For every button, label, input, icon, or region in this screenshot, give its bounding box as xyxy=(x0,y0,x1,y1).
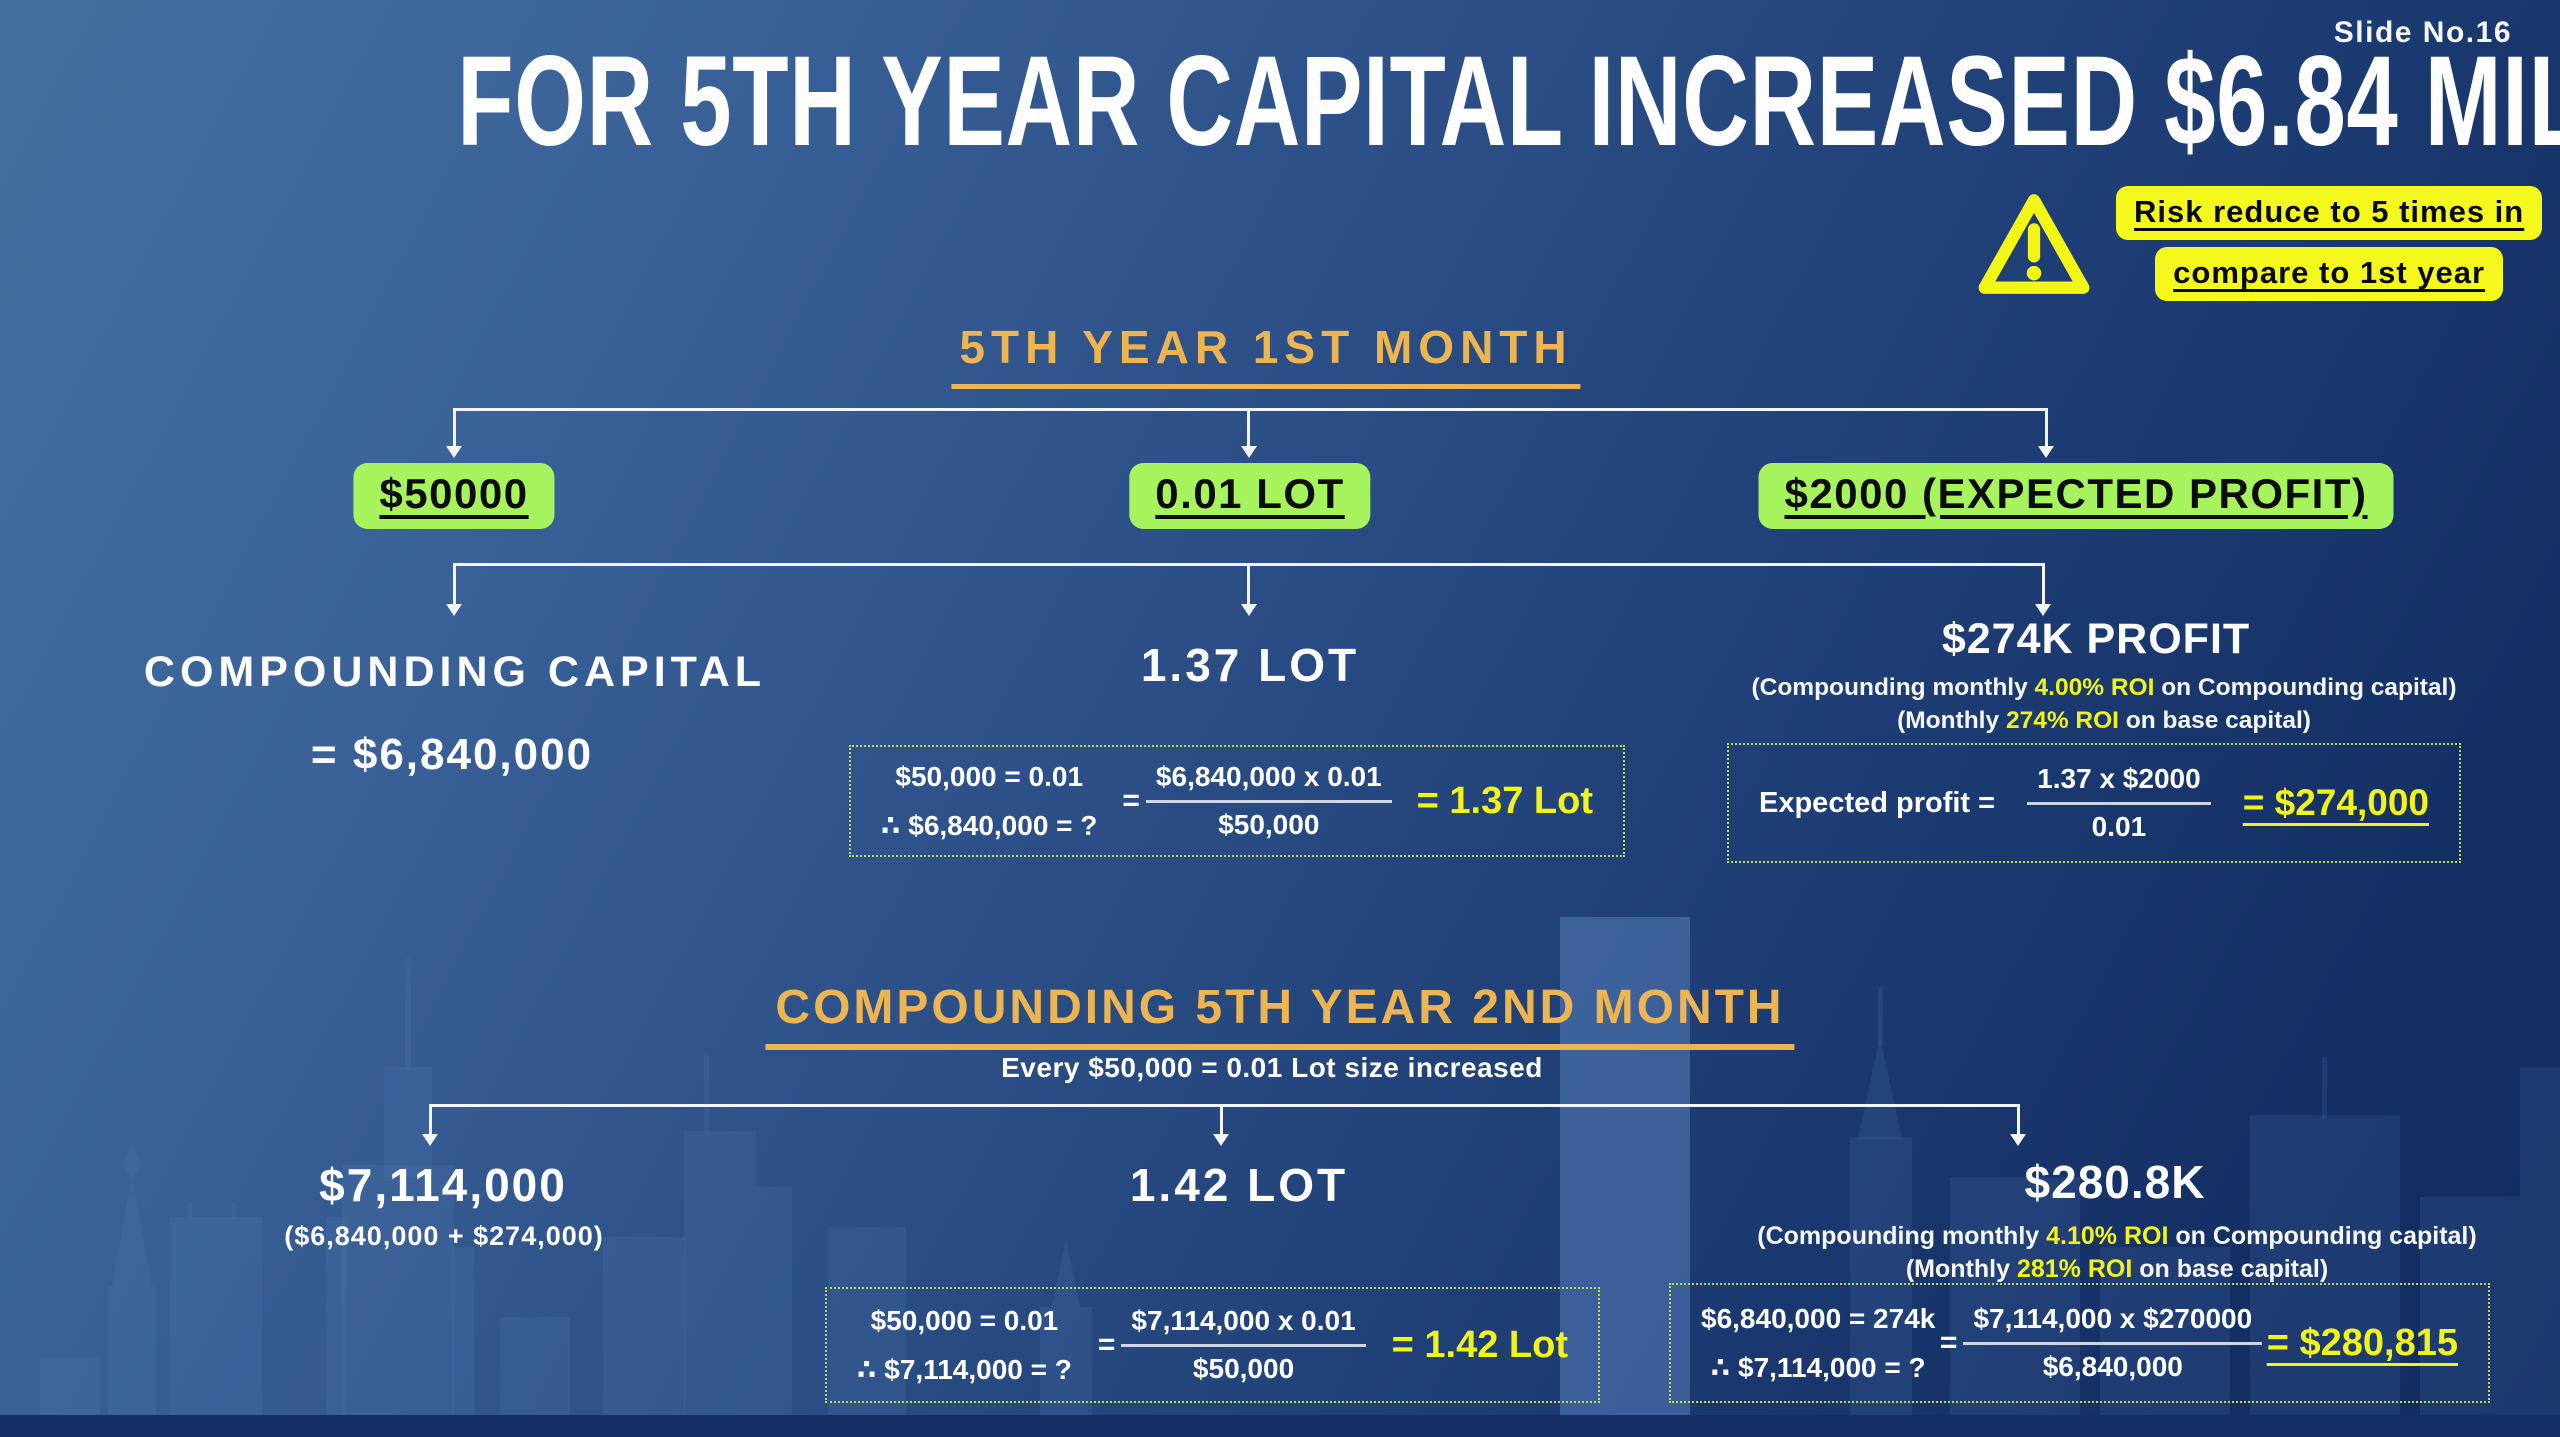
profit-formula-result-s2: = $280,815 xyxy=(2266,1321,2458,1364)
section1-heading: 5TH YEAR 1ST MONTH xyxy=(951,320,1581,389)
equals-sign: = xyxy=(1939,1326,1958,1359)
caption-text: (Compounding monthly xyxy=(1751,674,2035,701)
fraction-numerator: 1.37 x $2000 xyxy=(2027,763,2211,805)
lot-formula-fraction-s2: = $7,114,000 x 0.01 $50,000 xyxy=(1098,1305,1366,1385)
compounding-capital-label: COMPOUNDING CAPITAL xyxy=(143,648,767,696)
caption-text: (Monthly xyxy=(1905,1255,2017,1283)
tag-base-lot: 0.01 LOT xyxy=(1129,463,1371,529)
profit-formula-given-s2: $6,840,000 = 274k ∴ $7,114,000 = ? xyxy=(1701,1303,1935,1384)
fraction-denominator: 0.01 xyxy=(2091,811,2147,842)
bracket2-arrow-right xyxy=(2041,563,2045,606)
risk-note-line-1: Risk reduce to 5 times in xyxy=(2116,186,2543,240)
formula-therefore: ∴ $7,114,000 = ? xyxy=(1710,1351,1926,1383)
page-title: FOR 5TH YEAR CAPITAL INCREASED $6.84 MIL… xyxy=(0,38,2560,166)
compounding-capital-value: = $6,840,000 xyxy=(310,730,594,779)
section2-heading: COMPOUNDING 5TH YEAR 2ND MONTH xyxy=(765,980,1795,1050)
bracket2-arrow-left xyxy=(452,563,456,606)
equals-sign: = xyxy=(1122,784,1140,817)
page-title-text: FOR 5TH YEAR CAPITAL INCREASED $6.84 MIL… xyxy=(457,30,2560,173)
fraction-numerator: $7,114,000 x $270000 xyxy=(1963,1303,2263,1345)
caption-text: on base capital) xyxy=(2132,1255,2329,1283)
fraction-numerator: $6,840,000 x 0.01 xyxy=(1145,761,1392,803)
risk-note-line-2: compare to 1st year xyxy=(2155,247,2504,301)
formula-given: $6,840,000 = 274k xyxy=(1701,1302,1936,1334)
caption-text: on base capital) xyxy=(2118,707,2311,734)
profit-formula-result-s1: = $274,000 xyxy=(2242,782,2429,823)
caption-highlight: 4.00% ROI xyxy=(2034,674,2155,701)
expected-profit-label: Expected profit = xyxy=(1759,786,1996,819)
profit-caption2-s2: (Monthly 281% ROI on base capital) xyxy=(1906,1255,2328,1284)
profit-formula-fraction-s2: = $7,114,000 x $270000 $6,840,000 xyxy=(1939,1303,2263,1383)
lot-result-heading-s1: 1.37 LOT xyxy=(1140,639,1360,691)
bottom-edge-strip xyxy=(0,1415,2560,1437)
caption-text: on Compounding capital) xyxy=(2168,1222,2477,1250)
lot-formula-given-s2: $50,000 = 0.01 ∴ $7,114,000 = ? xyxy=(857,1305,1072,1386)
formula-given: $50,000 = 0.01 xyxy=(870,1304,1059,1336)
fraction-denominator: $50,000 xyxy=(1218,809,1320,840)
bracket1-arrow-mid xyxy=(1247,408,1250,448)
fraction-numerator: $7,114,000 x 0.01 xyxy=(1121,1305,1366,1347)
caption-text: on Compounding capital) xyxy=(2154,674,2457,701)
new-capital-value: $7,114,000 xyxy=(319,1159,567,1211)
bracket3-arrow-right xyxy=(2016,1104,2020,1136)
caption-highlight: 281% ROI xyxy=(2016,1255,2133,1283)
formula-therefore: ∴ $7,114,000 = ? xyxy=(857,1353,1072,1385)
bracket3-arrow-mid xyxy=(1219,1104,1223,1136)
equals-sign: = xyxy=(1097,1328,1116,1361)
lot-formula-result-s1: = 1.37 Lot xyxy=(1416,779,1593,822)
fraction-denominator: $50,000 xyxy=(1192,1353,1295,1384)
bracket3-line xyxy=(430,1104,2018,1107)
profit-caption1-s1: (Compounding monthly 4.00% ROI on Compou… xyxy=(1751,674,2456,702)
lot-formula-fraction-s1: = $6,840,000 x 0.01 $50,000 xyxy=(1122,761,1392,841)
lot-formula-given-s1: $50,000 = 0.01 ∴ $6,840,000 = ? xyxy=(881,761,1097,842)
lot-formula-box-s1: $50,000 = 0.01 ∴ $6,840,000 = ? = $6,840… xyxy=(849,745,1625,857)
new-capital-breakdown: ($6,840,000 + $274,000) xyxy=(284,1221,604,1251)
risk-note-text: Risk reduce to 5 times in compare to 1st… xyxy=(2116,186,2543,301)
lot-formula-box-s2: $50,000 = 0.01 ∴ $7,114,000 = ? = $7,114… xyxy=(825,1287,1600,1403)
tag-base-capital: $50000 xyxy=(353,463,555,529)
profit-caption1-s2: (Compounding monthly 4.10% ROI on Compou… xyxy=(1757,1222,2476,1251)
slide-number: Slide No.16 xyxy=(2333,16,2512,49)
caption-highlight: 4.10% ROI xyxy=(2046,1222,2169,1250)
profit-caption2-s1: (Monthly 274% ROI on base capital) xyxy=(1897,707,2311,735)
formula-therefore: ∴ $6,840,000 = ? xyxy=(881,809,1098,841)
profit-heading-s2: $280.8K xyxy=(2024,1156,2206,1208)
caption-text: (Monthly xyxy=(1897,707,2006,734)
tag-expected-profit: $2000 (EXPECTED PROFIT) xyxy=(1758,463,2394,529)
profit-formula-box-s2: $6,840,000 = 274k ∴ $7,114,000 = ? = $7,… xyxy=(1669,1283,2490,1403)
bracket1-line xyxy=(454,408,2047,411)
formula-given: $50,000 = 0.01 xyxy=(895,760,1084,792)
caption-highlight: 274% ROI xyxy=(2005,707,2119,734)
profit-heading-s1: $274K PROFIT xyxy=(1941,615,2251,663)
warning-icon xyxy=(1978,193,2090,294)
bracket1-arrow-right xyxy=(2044,408,2048,448)
lot-formula-result-s2: = 1.42 Lot xyxy=(1391,1323,1568,1366)
risk-note: Risk reduce to 5 times in compare to 1st… xyxy=(1978,186,2543,301)
caption-text: (Compounding monthly xyxy=(1757,1222,2047,1250)
lot-result-heading-s2: 1.42 LOT xyxy=(1129,1159,1349,1211)
fraction-denominator: $6,840,000 xyxy=(2042,1351,2183,1382)
bracket3-arrow-left xyxy=(428,1104,432,1136)
section2-subtitle: Every $50,000 = 0.01 Lot size increased xyxy=(1001,1052,1543,1083)
bracket2-arrow-mid xyxy=(1247,563,1250,606)
profit-formula-box-s1: Expected profit = 1.37 x $2000 0.01 = $2… xyxy=(1727,743,2461,863)
bracket1-arrow-left xyxy=(452,408,456,448)
